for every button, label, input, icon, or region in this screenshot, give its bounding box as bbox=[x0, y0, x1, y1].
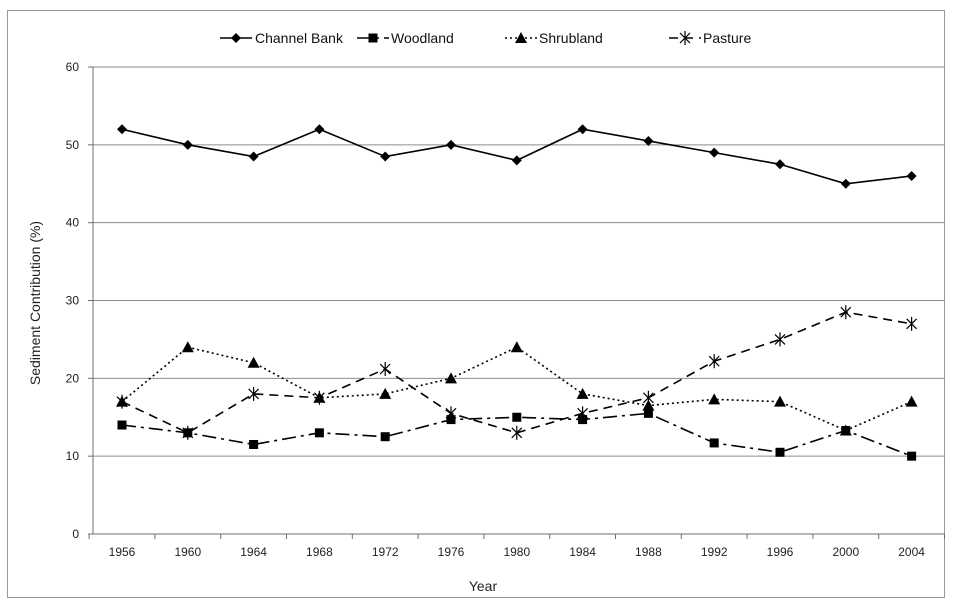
pasture-point bbox=[774, 332, 786, 347]
y-tick-label: 60 bbox=[66, 60, 80, 74]
woodland-point bbox=[512, 412, 522, 422]
y-tick-label: 20 bbox=[66, 371, 80, 385]
shrubland-point bbox=[445, 372, 457, 384]
x-tick-label: 1984 bbox=[569, 545, 596, 559]
legend-marker-shrubland bbox=[515, 32, 527, 43]
legend-label-woodland: Woodland bbox=[391, 30, 454, 46]
woodland-point bbox=[249, 439, 259, 449]
x-tick-label: 1960 bbox=[174, 545, 201, 559]
series-channel-bank bbox=[117, 124, 917, 189]
legend: Channel Bank Woodland Shrubland Pasture bbox=[220, 30, 751, 46]
woodland-point bbox=[314, 428, 324, 438]
y-tick-label: 50 bbox=[66, 138, 80, 152]
channel-bank-point bbox=[314, 124, 325, 135]
channel-bank-point bbox=[840, 178, 851, 189]
x-tick-label: 1956 bbox=[109, 545, 136, 559]
chart-frame bbox=[7, 10, 945, 598]
woodland-point bbox=[117, 420, 127, 430]
x-tick-label: 1976 bbox=[438, 545, 465, 559]
shrubland-point bbox=[708, 393, 721, 405]
shrubland-point bbox=[510, 341, 523, 353]
pasture-point bbox=[116, 394, 128, 409]
shrubland-point bbox=[905, 395, 918, 407]
woodland-point bbox=[775, 447, 785, 457]
x-tick-label: 1996 bbox=[767, 545, 794, 559]
shrubland-point bbox=[642, 399, 655, 411]
shrubland-point bbox=[576, 387, 589, 399]
pasture-point bbox=[511, 425, 523, 440]
legend-label-pasture: Pasture bbox=[703, 30, 751, 46]
x-axis-title: Year bbox=[469, 578, 498, 594]
legend-marker-pasture bbox=[679, 31, 691, 45]
pasture-point bbox=[906, 316, 918, 331]
channel-bank-point bbox=[248, 151, 259, 162]
woodland-point bbox=[643, 408, 653, 418]
x-tick-label: 2000 bbox=[832, 545, 859, 559]
legend-marker-channel-bank bbox=[231, 33, 241, 43]
y-tick-label: 40 bbox=[66, 216, 80, 230]
series-group bbox=[116, 124, 918, 461]
woodland-point bbox=[380, 432, 390, 442]
x-tick-label: 2004 bbox=[898, 545, 925, 559]
x-tick-label: 1964 bbox=[240, 545, 267, 559]
legend-marker-woodland bbox=[368, 33, 378, 43]
channel-bank-point bbox=[775, 159, 785, 170]
pasture-point bbox=[313, 390, 325, 405]
channel-bank-point bbox=[709, 147, 720, 158]
pasture-point bbox=[248, 386, 260, 401]
channel-bank-point bbox=[511, 155, 522, 166]
pasture-point bbox=[182, 425, 194, 440]
pasture-point bbox=[642, 390, 654, 405]
x-tick-label: 1992 bbox=[701, 545, 728, 559]
channel-bank-point bbox=[446, 139, 456, 150]
y-tick-label: 10 bbox=[66, 449, 80, 463]
pasture-point bbox=[577, 406, 589, 421]
channel-bank-point bbox=[906, 170, 917, 181]
channel-bank-point bbox=[577, 124, 588, 135]
shrubland-point bbox=[839, 424, 852, 436]
y-tick-label: 0 bbox=[72, 527, 79, 541]
woodland-point bbox=[907, 451, 917, 461]
shrubland-point bbox=[774, 395, 786, 407]
shrubland-point bbox=[247, 356, 260, 368]
pasture-point bbox=[445, 406, 457, 421]
channel-bank-point bbox=[380, 151, 391, 162]
shrubland-point bbox=[379, 387, 392, 399]
axes: 0 10 20 30 40 50 60 1956 1960 1964 1968 1972 1976 198… bbox=[66, 60, 945, 559]
series-pasture bbox=[116, 305, 918, 440]
pasture-point bbox=[379, 361, 391, 376]
y-axis-title: Sediment Contribution (%) bbox=[27, 221, 43, 385]
y-tick-label: 30 bbox=[66, 294, 80, 308]
channel-bank-point bbox=[643, 135, 654, 146]
shrubland-point bbox=[181, 341, 194, 353]
x-tick-label: 1988 bbox=[635, 545, 662, 559]
legend-label-shrubland: Shrubland bbox=[539, 30, 603, 46]
woodland-point bbox=[709, 438, 719, 448]
channel-bank-point bbox=[117, 124, 127, 135]
channel-bank-point bbox=[182, 139, 193, 150]
legend-label-channel-bank: Channel Bank bbox=[255, 30, 344, 46]
x-tick-label: 1980 bbox=[503, 545, 530, 559]
pasture-point bbox=[840, 305, 852, 320]
gridlines bbox=[93, 66, 945, 457]
pasture-point bbox=[708, 354, 720, 369]
x-tick-label: 1972 bbox=[372, 545, 399, 559]
x-tick-label: 1968 bbox=[306, 545, 333, 559]
